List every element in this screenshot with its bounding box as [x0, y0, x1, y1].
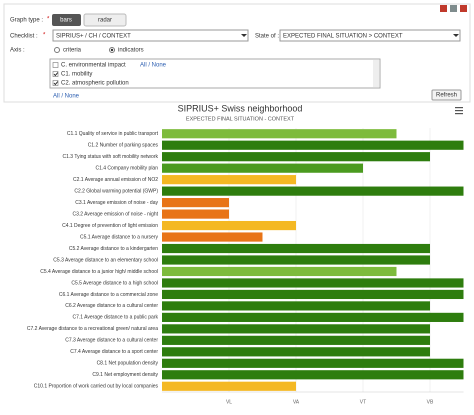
radio-dot: [110, 48, 114, 52]
menu-line[interactable]: [455, 110, 463, 112]
menu-icon[interactable]: [455, 107, 463, 115]
bar: [162, 152, 430, 162]
x-tick-label: VT: [360, 399, 366, 405]
chart-subtitle: EXPECTED FINAL SITUATION - CONTEXT: [186, 116, 295, 122]
bar: [162, 301, 430, 311]
bar: [162, 186, 464, 196]
radio[interactable]: [54, 47, 60, 53]
bar: [162, 381, 296, 391]
y-tick-label: C10.1 Proportion of work carried out by …: [34, 384, 159, 390]
y-tick-label: C7.4 Average distance to a sport center: [70, 349, 158, 355]
y-tick-label: C4.1 Degree of prevention of light emiss…: [62, 223, 158, 229]
bar: [162, 289, 464, 300]
bar: [162, 347, 430, 357]
x-tick-label: VB: [427, 399, 434, 405]
refresh-label[interactable]: Refresh: [436, 93, 457, 99]
y-tick-label: C1.1 Quality of service in public transp…: [67, 131, 159, 137]
y-tick-label: C8.1 Net population density: [97, 361, 159, 367]
scrollbar: [373, 60, 379, 87]
state-select[interactable]: [279, 29, 461, 42]
icon[interactable]: [460, 5, 467, 12]
y-tick-label: C2.1 Average annual emission of NO2: [73, 177, 158, 183]
radio-label[interactable]: indicators: [118, 48, 144, 54]
dropdown-arrow: [453, 34, 459, 37]
required-mark: *: [47, 17, 50, 23]
refresh-button[interactable]: [431, 89, 462, 101]
bars-button-label[interactable]: bars: [60, 18, 72, 24]
y-tick-label: C7.1 Average distance to a public park: [72, 315, 158, 321]
y-tick-label: C7.3 Average distance to a cultural cent…: [65, 338, 158, 344]
bar: [162, 140, 464, 150]
axis-label: Axis :: [10, 48, 25, 54]
y-tick-label: C1.2 Number of parking spaces: [88, 143, 159, 149]
y-tick-label: C9.1 Net employment density: [92, 372, 158, 378]
list-item-label: C. environmental impact: [61, 63, 126, 69]
state-value[interactable]: EXPECTED FINAL SITUATION > CONTEXT: [283, 34, 403, 40]
all-none-link[interactable]: All / None: [140, 63, 167, 69]
bar: [162, 163, 363, 173]
bar: [162, 129, 397, 139]
bar: [162, 243, 430, 254]
icon[interactable]: [440, 5, 447, 12]
bar: [162, 370, 464, 380]
radio-label[interactable]: criteria: [63, 48, 82, 54]
list-item-label: C2. atmospheric pollution: [61, 81, 129, 87]
radar-button[interactable]: [83, 13, 127, 27]
x-tick-label: VA: [293, 399, 300, 405]
checkbox: [52, 62, 59, 68]
indicator-list[interactable]: [49, 58, 381, 89]
bar: [162, 358, 464, 368]
y-tick-label: C6.1 Average distance to a commercial zo…: [59, 292, 158, 298]
bar: [162, 220, 296, 231]
y-tick-label: C2.2 Global warming potential (GWP): [74, 188, 158, 194]
check-mark: [53, 81, 59, 86]
dropdown-arrow: [241, 34, 247, 37]
bar: [162, 232, 263, 242]
bar: [162, 324, 430, 334]
required-mark: *: [43, 33, 46, 39]
y-tick-label: C5.4 Average distance to a junior high/ …: [40, 269, 158, 275]
bar: [162, 198, 229, 208]
y-tick-label: C5.3 Average distance to an elementary s…: [53, 257, 158, 263]
checkbox: [52, 80, 59, 86]
list-item-label: C1. mobility: [61, 72, 92, 78]
y-tick-label: C7.2 Average distance to a recreational …: [27, 326, 158, 332]
checklist-select[interactable]: [52, 29, 249, 42]
chart-title: SIPRIUS+ Swiss neighborhood: [178, 103, 303, 113]
bars-button[interactable]: [52, 14, 81, 26]
y-tick-label: C5.1 Average distance to a nursery: [80, 234, 159, 240]
bar: [162, 312, 464, 322]
bar: [162, 175, 296, 185]
checkbox: [52, 71, 59, 77]
export-icons[interactable]: [440, 5, 467, 12]
state-label: State of :: [255, 34, 279, 40]
y-tick-label: C6.2 Average distance to a cultural cent…: [65, 303, 158, 309]
checklist-value[interactable]: SIPRIUS+ / CH / CONTEXT: [56, 34, 131, 40]
menu-line[interactable]: [455, 107, 463, 109]
icon[interactable]: [450, 5, 457, 12]
list-items: C. environmental impact C1. mobility C2. a…: [52, 62, 129, 87]
bar: [162, 335, 430, 345]
y-tick-label: C3.2 Average emission of noise - night: [72, 211, 158, 217]
y-tick-label: C5.2 Average distance to a kindergarten: [69, 246, 158, 252]
y-tick-label: C5.5 Average distance to a high school: [71, 280, 158, 286]
bar: [162, 255, 430, 265]
menu-line[interactable]: [455, 113, 463, 115]
x-tick-label: VL: [226, 399, 232, 405]
y-tick-label: C1.4 Company mobility plan: [95, 166, 158, 172]
y-tick-label: C3.1 Average emission of noise - day: [75, 200, 158, 206]
y-tick-label: C1.3 Tying status with soft mobility net…: [62, 154, 158, 160]
graph-type-label: Graph type :: [10, 18, 43, 24]
bar: [162, 266, 397, 277]
checklist-label: Checklist :: [10, 34, 38, 40]
all-none-link[interactable]: All / None: [53, 94, 80, 100]
radar-button-label[interactable]: radar: [98, 18, 112, 24]
bar: [162, 209, 229, 219]
check-mark: [53, 72, 59, 77]
bar: [162, 278, 464, 288]
